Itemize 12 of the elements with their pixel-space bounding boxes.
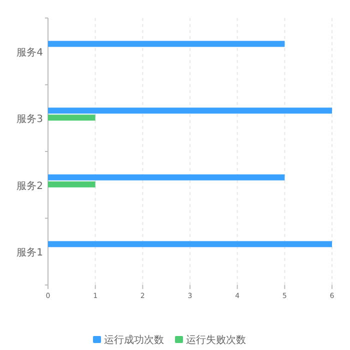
legend-label: 运行失败次数 [186, 334, 246, 346]
legend-label: 运行成功次数 [104, 334, 164, 346]
bar [48, 174, 285, 180]
y-tick-label: 服务1 [16, 246, 43, 259]
bar [48, 40, 285, 47]
y-tick-label: 服务2 [16, 180, 43, 192]
bar [48, 241, 332, 248]
bar [48, 181, 96, 188]
y-tick-label: 服务3 [16, 113, 43, 126]
y-tick-label: 服务4 [16, 46, 43, 58]
bar [48, 114, 96, 121]
bar [48, 108, 332, 114]
